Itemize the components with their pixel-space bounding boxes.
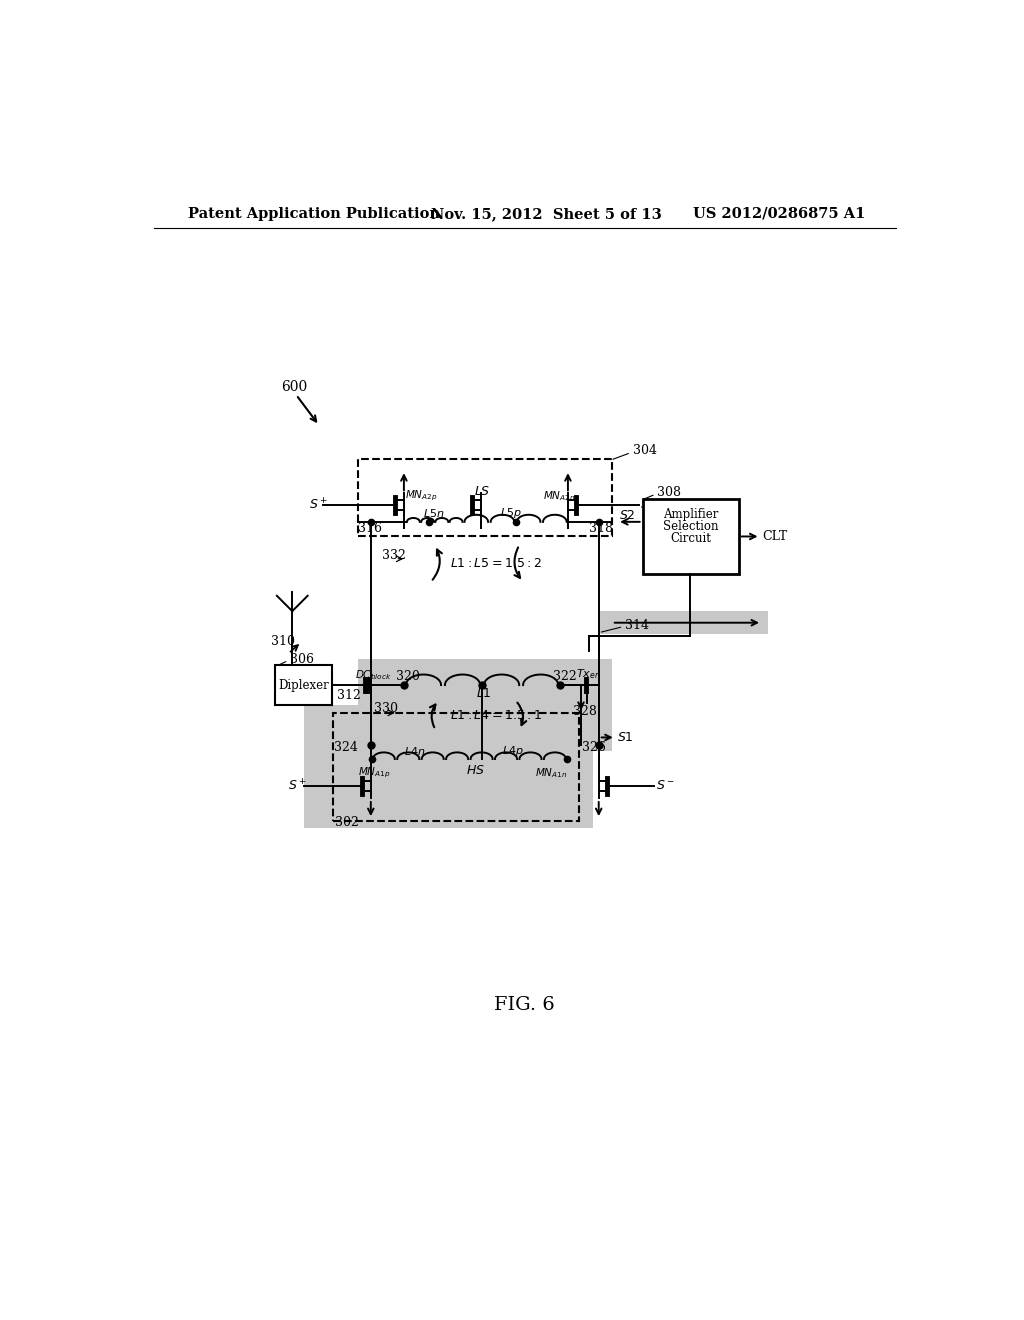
Bar xyxy=(333,713,580,821)
Text: $MN_{A1p}$: $MN_{A1p}$ xyxy=(357,766,390,780)
Text: Diplexer: Diplexer xyxy=(279,678,329,692)
Text: $S^-$: $S^-$ xyxy=(655,779,675,792)
Text: 318: 318 xyxy=(590,521,613,535)
Text: 308: 308 xyxy=(657,486,681,499)
Text: Circuit: Circuit xyxy=(670,532,711,545)
Text: 304: 304 xyxy=(633,445,656,458)
Text: 312: 312 xyxy=(337,689,360,702)
Text: 328: 328 xyxy=(572,705,596,718)
Text: $L4p$: $L4p$ xyxy=(503,743,524,758)
Text: 332: 332 xyxy=(382,549,406,562)
Text: Nov. 15, 2012  Sheet 5 of 13: Nov. 15, 2012 Sheet 5 of 13 xyxy=(431,207,662,220)
Bar xyxy=(599,611,768,635)
Text: $L1:L5=1.5:2$: $L1:L5=1.5:2$ xyxy=(451,557,542,570)
Bar xyxy=(357,459,611,536)
Text: $Tx_{en}$: $Tx_{en}$ xyxy=(575,668,600,681)
Bar xyxy=(357,659,611,751)
Text: Selection: Selection xyxy=(663,520,718,533)
Text: 310: 310 xyxy=(271,635,296,648)
Text: Patent Application Publication: Patent Application Publication xyxy=(188,207,440,220)
Text: 302: 302 xyxy=(335,816,358,829)
Text: $MN_{A2p}$: $MN_{A2p}$ xyxy=(404,488,437,503)
Text: $L5n$: $L5n$ xyxy=(423,507,444,519)
Bar xyxy=(643,499,739,574)
Text: $S^+$: $S^+$ xyxy=(289,779,307,793)
Bar xyxy=(304,705,593,829)
Text: $L4n$: $L4n$ xyxy=(403,744,426,756)
Text: FIG. 6: FIG. 6 xyxy=(495,997,555,1014)
Text: $S^-$: $S^-$ xyxy=(640,499,659,511)
Text: 316: 316 xyxy=(358,521,383,535)
Text: $S1$: $S1$ xyxy=(617,731,634,744)
Text: CLT: CLT xyxy=(762,529,787,543)
Text: 600: 600 xyxy=(281,380,307,395)
Text: 322: 322 xyxy=(553,671,578,684)
Text: $S2$: $S2$ xyxy=(618,510,635,523)
Text: 314: 314 xyxy=(625,619,649,632)
Text: 320: 320 xyxy=(396,671,420,684)
Bar xyxy=(275,665,333,705)
Text: $S^+$: $S^+$ xyxy=(309,498,328,512)
Text: 330: 330 xyxy=(374,702,398,715)
Text: 326: 326 xyxy=(582,741,605,754)
Text: $L1$: $L1$ xyxy=(475,686,492,700)
Text: Amplifier: Amplifier xyxy=(663,508,718,520)
Text: $HS$: $HS$ xyxy=(466,764,485,777)
Text: US 2012/0286875 A1: US 2012/0286875 A1 xyxy=(692,207,865,220)
Text: $LS$: $LS$ xyxy=(474,484,490,498)
Text: $MN_{A1n}$: $MN_{A1n}$ xyxy=(535,766,567,780)
Text: 324: 324 xyxy=(334,741,357,754)
Text: $MN_{A2n}$: $MN_{A2n}$ xyxy=(543,488,574,503)
Text: $L5p$: $L5p$ xyxy=(500,506,522,520)
Text: $L1:L4=1.5:1$: $L1:L4=1.5:1$ xyxy=(451,709,542,722)
Text: $DC_{block}$: $DC_{block}$ xyxy=(355,668,392,682)
Text: 306: 306 xyxy=(290,653,314,667)
